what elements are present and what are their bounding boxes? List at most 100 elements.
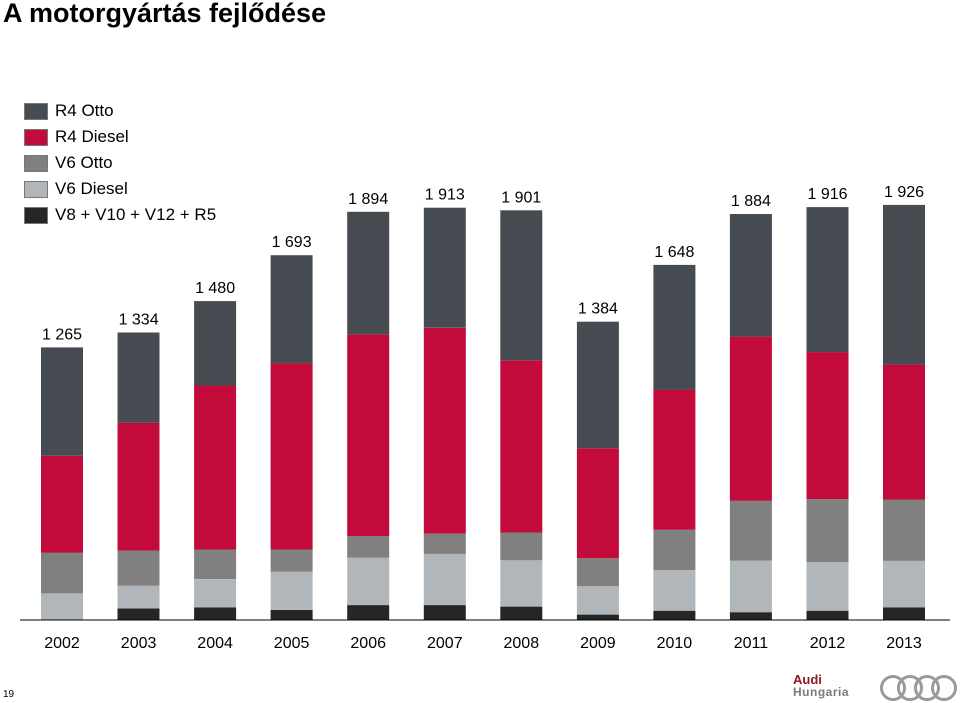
bar-segment-2003-r4-otto [117, 332, 160, 423]
bar-segment-2004-v6-otto [194, 549, 237, 579]
legend-label-v8-v10-v12-r5: V8 + V10 + V12 + R5 [55, 205, 217, 224]
total-label-2010: 1 648 [654, 244, 694, 261]
legend-label-r4-diesel: R4 Diesel [55, 127, 129, 146]
bar-segment-2002-v6-otto [41, 552, 83, 594]
bar-segment-2013-v6-diesel [883, 561, 925, 608]
bar-segment-2005-r4-diesel [270, 363, 313, 550]
bar-segment-2010-r4-diesel [653, 389, 696, 530]
legend-label-r4-otto: R4 Otto [55, 101, 114, 120]
x-tick-label-2004: 2004 [197, 635, 233, 652]
brand-wordmark: Audi Hungaria [793, 672, 850, 699]
bar-segment-2007-v6-otto [423, 533, 466, 554]
legend-swatch-v6-otto [24, 154, 48, 172]
bar-segment-2004-r4-otto [194, 301, 237, 386]
bar-segment-2008-r4-otto [500, 210, 543, 361]
bar-segment-2010-r4-otto [653, 264, 696, 390]
bar-segment-2013-v6-otto [883, 499, 925, 561]
bar-segment-2007-v6-diesel [423, 553, 466, 606]
bar-segment-2009-v6-otto [576, 558, 619, 587]
bar-segment-2003-v6-diesel [117, 585, 160, 609]
legend-item-r4-otto: R4 Otto [24, 98, 216, 124]
bar-segment-2008-v6-otto [500, 532, 543, 561]
bar-segment-2012-v6-diesel [806, 562, 849, 611]
x-tick-label-2002: 2002 [44, 635, 80, 652]
bar-segment-2011-v6-otto [729, 500, 772, 561]
total-label-2002: 1 265 [42, 326, 82, 343]
bar-segment-2012-r4-otto [806, 207, 849, 353]
bar-segment-2004-v6-diesel [194, 579, 237, 608]
bar-segment-2002-r4-diesel [41, 455, 83, 553]
bar-segment-2013-r4-otto [883, 204, 925, 365]
bar-segment-2006-r4-diesel [347, 334, 390, 536]
legend-swatch-v8-v10-v12-r5 [24, 206, 48, 224]
bar-segment-2005-v6-diesel [270, 571, 313, 610]
bar-segment-2012-v6-otto [806, 499, 849, 563]
bar-segment-2004-v8-v10-v12-r5 [194, 607, 237, 620]
bar-segment-2009-v6-diesel [576, 586, 619, 615]
bar-segment-2005-r4-otto [270, 255, 313, 364]
bar-segment-2009-v8-v10-v12-r5 [576, 614, 619, 620]
bar-segment-2012-v8-v10-v12-r5 [806, 610, 849, 620]
bar-segment-2010-v8-v10-v12-r5 [653, 610, 696, 620]
total-labels-group: 1 265 1 334 1 480 1 693 1 894 1 913 1 901 1 384… [42, 184, 924, 344]
total-label-2013: 1 926 [884, 184, 924, 201]
bar-segment-2010-v6-otto [653, 529, 696, 571]
bar-segment-2011-v6-diesel [729, 560, 772, 613]
legend-item-v6-diesel: V6 Diesel [24, 176, 216, 202]
bar-segment-2003-v6-otto [117, 550, 160, 586]
total-label-2009: 1 384 [578, 301, 618, 318]
total-label-2011: 1 884 [731, 193, 771, 210]
bar-segment-2005-v8-v10-v12-r5 [270, 609, 313, 620]
bar-segment-2008-v8-v10-v12-r5 [500, 606, 543, 620]
total-label-2007: 1 913 [425, 187, 465, 204]
x-tick-label-2011: 2011 [734, 635, 769, 652]
x-tick-label-2013: 2013 [886, 635, 922, 652]
bar-segment-2007-v8-v10-v12-r5 [423, 605, 466, 620]
bar-segment-2004-r4-diesel [194, 385, 237, 550]
legend-swatch-r4-diesel [24, 128, 48, 146]
bar-segment-2006-v6-diesel [347, 557, 390, 606]
total-label-2008: 1 901 [501, 189, 541, 206]
bar-segment-2006-v8-v10-v12-r5 [347, 605, 390, 620]
audi-rings-icon [880, 675, 957, 701]
bar-segment-2007-r4-diesel [423, 327, 466, 534]
x-tick-label-2009: 2009 [580, 635, 616, 652]
bar-segment-2003-v8-v10-v12-r5 [117, 608, 160, 620]
legend-item-r4-diesel: R4 Diesel [24, 124, 216, 150]
bar-segment-2006-r4-otto [347, 211, 390, 335]
bar-segment-2013-r4-diesel [883, 364, 925, 500]
total-label-2003: 1 334 [119, 312, 159, 329]
bar-segment-2013-v8-v10-v12-r5 [883, 607, 925, 620]
brand-hungaria-text: Hungaria [793, 685, 850, 699]
bar-segment-2005-v6-otto [270, 549, 313, 572]
x-tick-label-2008: 2008 [504, 635, 540, 652]
legend-label-v6-diesel: V6 Diesel [55, 179, 128, 198]
bar-segment-2011-r4-diesel [729, 336, 772, 501]
bar-segment-2010-v6-diesel [653, 570, 696, 611]
bar-segment-2011-v8-v10-v12-r5 [729, 612, 772, 620]
x-axis-labels-group: 2002 2003 2004 2005 2006 2007 2008 2009 2010 2011… [44, 635, 922, 652]
legend-swatch-r4-otto [24, 102, 48, 120]
bar-segment-2003-r4-diesel [117, 422, 160, 551]
bar-segment-2011-r4-otto [729, 214, 772, 337]
x-tick-label-2003: 2003 [121, 635, 157, 652]
legend-label-v6-otto: V6 Otto [55, 153, 113, 172]
x-tick-label-2005: 2005 [274, 635, 310, 652]
page-number: 19 [3, 689, 15, 700]
x-tick-label-2012: 2012 [810, 635, 846, 652]
chart-legend: R4 Otto R4 Diesel V6 Otto V6 Diesel V8 +… [24, 98, 216, 228]
x-tick-label-2007: 2007 [427, 635, 463, 652]
bars-group [41, 204, 925, 620]
total-label-2012: 1 916 [807, 186, 847, 203]
page-title: A motorgyártás fejlődése [3, 0, 327, 28]
legend-item-v8-v10-v12-r5: V8 + V10 + V12 + R5 [24, 202, 216, 228]
legend-swatch-v6-diesel [24, 180, 48, 198]
brand-audi-text: Audi [793, 672, 822, 687]
bar-segment-2008-v6-diesel [500, 560, 543, 607]
legend-item-v6-otto: V6 Otto [24, 150, 216, 176]
bar-segment-2008-r4-diesel [500, 360, 543, 533]
total-label-2006: 1 894 [348, 191, 388, 208]
bar-segment-2002-r4-otto [41, 347, 83, 456]
bar-segment-2002-v6-diesel [41, 593, 83, 620]
